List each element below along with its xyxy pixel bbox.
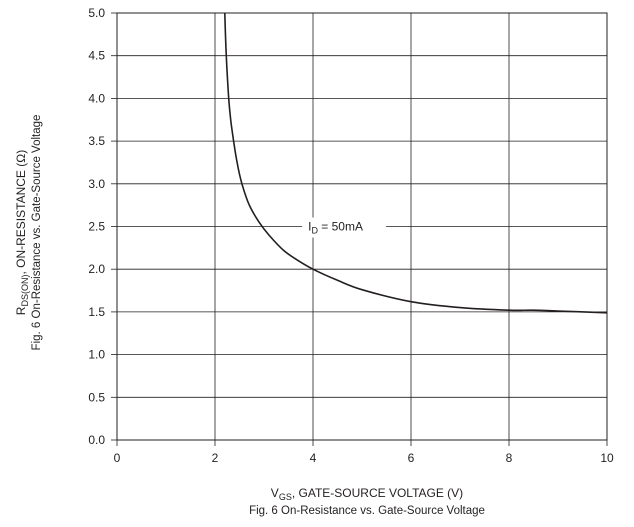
x-tick-label: 2 (212, 451, 219, 465)
annotation-background (302, 217, 387, 238)
figure-caption: Fig. 6 On-Resistance vs. Gate-Source Vol… (249, 505, 485, 517)
y-axis-title-group: RDS(ON), ON-RESISTANCE (Ω) Fig. 6 On-Res… (14, 115, 43, 351)
y-axis-title-sub: DS(ON) (20, 275, 30, 307)
annotation-sub: D (311, 226, 318, 236)
y-tick-label: 1.5 (88, 305, 105, 319)
y-axis-caption: Fig. 6 On-Resistance vs. Gate-Source Vol… (31, 115, 43, 351)
y-tick-label: 2.5 (88, 220, 105, 234)
y-axis-title-main: R (14, 306, 28, 315)
y-tick-label: 2.0 (88, 262, 105, 276)
series-line-id-50ma (224, 12, 608, 314)
annotation-rest: = 50mA (318, 220, 363, 234)
grid (111, 12, 608, 446)
y-tick-labels: 0.0 0.5 1.0 1.5 2.0 2.5 3.0 3.5 4.0 4.5 5.0 (88, 6, 105, 447)
x-axis-title-rest: , GATE-SOURCE VOLTAGE (V) (292, 486, 463, 500)
y-tick-label: 3.0 (88, 177, 105, 191)
annotation-label: ID = 50mA (308, 220, 363, 236)
x-axis-title-sub: GS (279, 492, 292, 502)
plot-frame (116, 12, 608, 441)
annotation: ID = 50mA (302, 217, 387, 238)
y-tick-label: 1.0 (88, 348, 105, 362)
x-axis-title-main: V (271, 486, 279, 500)
x-tick-label: 8 (506, 451, 513, 465)
y-axis-title: RDS(ON), ON-RESISTANCE (Ω) (14, 150, 30, 315)
y-tick-label: 4.0 (88, 91, 105, 105)
x-tick-label: 0 (114, 451, 121, 465)
x-tick-label: 6 (408, 451, 415, 465)
annotation-main: I (308, 220, 311, 234)
y-tick-label: 5.0 (88, 6, 105, 20)
y-tick-label: 0.0 (88, 433, 105, 447)
y-tick-label: 4.5 (88, 49, 105, 63)
x-axis-title: VGS, GATE-SOURCE VOLTAGE (V) (271, 486, 463, 502)
y-axis-title-rest: , ON-RESISTANCE (Ω) (14, 150, 28, 275)
y-tick-label: 0.5 (88, 390, 105, 404)
x-tick-label: 4 (310, 451, 317, 465)
x-tick-label: 10 (600, 451, 614, 465)
y-tick-label: 3.5 (88, 134, 105, 148)
x-tick-labels: 0 2 4 6 8 10 (114, 451, 614, 465)
